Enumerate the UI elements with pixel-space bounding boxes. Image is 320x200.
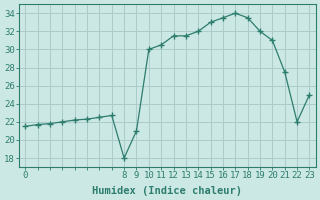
X-axis label: Humidex (Indice chaleur): Humidex (Indice chaleur) bbox=[92, 186, 242, 196]
